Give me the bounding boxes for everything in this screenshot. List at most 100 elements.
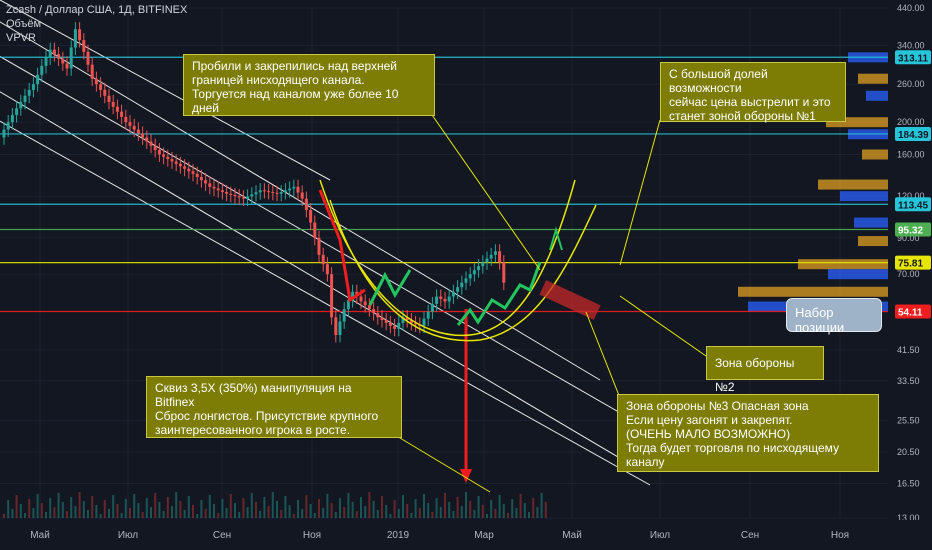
price-tag-label: 113.45 — [898, 200, 928, 211]
candle-body — [498, 251, 502, 263]
price-tag-label: 75.81 — [898, 259, 923, 270]
candle-body — [292, 186, 296, 189]
volume-bar — [74, 506, 77, 518]
callout-pointer — [394, 434, 491, 493]
candle-body — [363, 301, 367, 306]
candle-body — [52, 49, 56, 55]
volume-bar — [318, 499, 320, 518]
candle-body — [246, 196, 250, 199]
candle-body — [481, 262, 485, 267]
volume-bar — [368, 492, 371, 518]
volume-bar — [322, 508, 325, 518]
candle-body — [405, 317, 409, 321]
volume-profile-bar — [866, 90, 888, 101]
candle-body — [94, 78, 98, 85]
candle-body — [120, 111, 124, 117]
candle-body — [178, 163, 182, 167]
volume-bar — [28, 499, 31, 518]
volume-bar — [103, 500, 106, 518]
volume-bar — [61, 502, 64, 518]
volume-bar — [271, 492, 274, 518]
candle-body — [103, 89, 107, 96]
volume-bar — [183, 510, 186, 518]
volume-bar — [200, 500, 203, 518]
volume-bar — [255, 502, 257, 518]
x-tick-label: Май — [562, 530, 582, 541]
volume-bar — [19, 504, 22, 518]
volume-bar — [120, 513, 123, 518]
volume-bar — [7, 500, 10, 518]
volume-bar — [486, 514, 488, 518]
candle-body — [23, 95, 27, 102]
volume-bar — [456, 497, 459, 518]
x-tick-label: 2019 — [387, 530, 410, 541]
volume-bar — [372, 501, 375, 518]
candle-body — [212, 186, 216, 189]
volume-bar — [24, 513, 26, 518]
candle-body — [153, 145, 157, 151]
volume-bar — [297, 500, 299, 518]
candle-body — [401, 317, 405, 323]
volume-label[interactable]: Объём — [6, 18, 42, 30]
candle-body — [346, 300, 350, 310]
candle-body — [267, 191, 271, 193]
volume-bar — [473, 510, 476, 518]
y-tick-label: 13.00 — [897, 513, 920, 523]
candle-body — [271, 191, 275, 193]
candle-body — [288, 188, 292, 191]
candle-body — [422, 318, 426, 326]
candle-body — [338, 321, 342, 336]
volume-bar — [498, 495, 501, 518]
candle-body — [351, 291, 355, 301]
candle-body — [174, 161, 178, 164]
volume-bar — [141, 512, 144, 518]
volume-bar — [414, 499, 417, 518]
volume-bar — [263, 497, 266, 518]
volume-bar — [87, 510, 89, 518]
y-tick-label: 41.50 — [897, 345, 920, 355]
callout-zone1: С большой долей возможности сейчас цена … — [660, 62, 846, 123]
candle-body — [229, 193, 233, 195]
candle-body — [456, 287, 460, 292]
volume-bar — [259, 511, 262, 518]
volume-bar — [288, 505, 291, 518]
symbol-title: Zcash / Доллар США, 1Д, BITFINEX — [6, 4, 188, 16]
volume-bar — [175, 492, 178, 518]
volume-profile-bar — [818, 179, 888, 190]
candle-body — [409, 320, 413, 323]
candle-body — [262, 190, 266, 192]
time-axis — [0, 520, 932, 550]
candle-body — [40, 65, 44, 75]
volume-bar — [95, 505, 98, 518]
x-tick-label: Май — [30, 530, 50, 541]
recovery-arrow — [368, 269, 412, 306]
candle-body — [380, 317, 384, 321]
volume-bar — [145, 498, 148, 518]
volume-bar — [330, 503, 333, 518]
channel-line — [0, 120, 651, 486]
candle-body — [296, 186, 300, 193]
x-tick-label: Сен — [213, 530, 231, 541]
volume-bar — [305, 495, 308, 518]
candle-body — [162, 154, 166, 157]
volume-bar — [196, 514, 199, 518]
defense-zone-rect — [539, 280, 601, 320]
callout-zone3: Зона обороны №3 Опасная зона Если цену з… — [617, 394, 879, 472]
candle-body — [439, 296, 443, 299]
volume-bar — [246, 507, 249, 518]
volume-bar — [91, 496, 94, 518]
volume-profile-bar — [798, 259, 888, 270]
candle-body — [57, 54, 61, 59]
volume-bar — [439, 507, 442, 518]
candle-body — [141, 133, 145, 138]
candle-body — [183, 166, 187, 169]
volume-bar — [360, 497, 362, 518]
y-tick-label: 20.50 — [897, 447, 920, 457]
volume-bar — [162, 511, 165, 518]
vpvr-label[interactable]: VPVR — [6, 32, 36, 44]
volume-bar — [435, 498, 438, 518]
candle-body — [309, 210, 313, 223]
price-tag — [895, 126, 931, 141]
volume-bar — [204, 509, 207, 518]
channel-upper-line — [0, 0, 331, 181]
